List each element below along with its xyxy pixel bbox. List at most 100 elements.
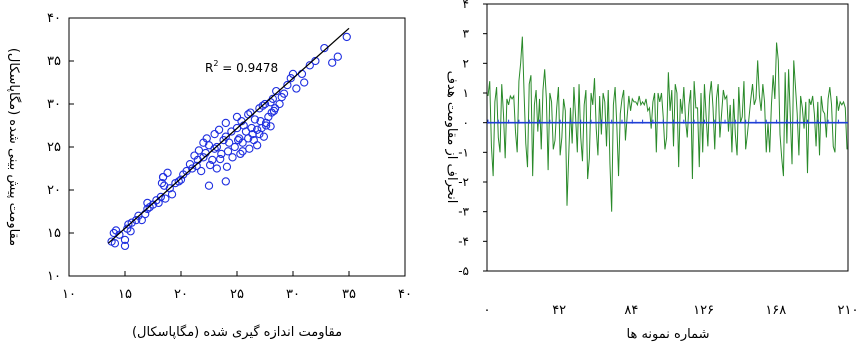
line-y-tick-label: -۵ [458,264,469,278]
scatter-point [297,69,307,79]
scatter-point [305,61,314,70]
scatter-chart: ۱۰ ۱۵ ۲۰ ۲۵ ۳۰ ۳۵ ۴۰ ۱۰ ۱۵ ۲۰ ۲۵ ۳۰ ۳۵ ۴۰ R2 = 0.947… [6,11,412,340]
line-x-axis: ۰ ۴۲ ۸۴ ۱۲۶ ۱۶۸ ۲۱۰ [484,303,859,318]
scatter-point [257,123,266,133]
scatter-x-tick-label: ۲۵ [230,287,244,302]
line-y-axis-label: انحراف از مقاومت هدف [444,71,459,204]
scatter-point [233,135,243,145]
scatter-point [286,74,295,83]
line-x-tick-label: ۲۱۰ [838,303,859,318]
line-y-tick-label: ۳ [463,27,470,41]
scatter-y-tick-label: ۲۵ [47,140,61,155]
scatter-point [197,166,206,176]
scatter-x-axis-label: مقاومت اندازه گیری شده (مگاپاسکال) [132,324,342,340]
scatter-y-axis-label: مقاومت پیش بینی شده (مگاپاسکال) [6,48,22,246]
scatter-point [272,86,281,96]
scatter-x-tick-label: ۴۰ [398,287,412,302]
deviation-series-line [487,36,848,212]
scatter-point [120,241,130,251]
line-y-tick-label: -۲ [458,175,469,189]
scatter-x-tick-label: ۱۰ [62,287,76,302]
regression-line [107,27,350,244]
line-x-axis-label: شماره نمونه ها [627,327,710,342]
scatter-point [247,123,256,133]
scatter-point [223,147,233,156]
line-y-tick-label: -۳ [458,205,469,219]
scatter-y-tick-label: ۳۵ [47,54,61,69]
line-y-axis: -۵ -۴ -۳ -۲ -۱ ۰ ۱ ۲ ۳ ۴ [458,0,487,278]
scatter-y-axis: ۱۰ ۱۵ ۲۰ ۲۵ ۳۰ ۳۵ ۴۰ [47,11,74,284]
scatter-point [192,161,201,171]
zero-line-markers [487,119,839,124]
scatter-plot-frame [68,17,406,277]
line-x-tick-label: ۱۶۸ [765,303,786,318]
scatter-point [238,147,247,156]
scatter-point [266,122,275,131]
scatter-point [110,239,120,248]
scatter-y-tick-label: ۴۰ [47,11,61,26]
scatter-point [143,198,152,208]
scatter-y-tick-label: ۲۰ [47,183,61,198]
scatter-point [279,89,289,98]
scatter-point [185,160,195,169]
scatter-point [238,138,247,147]
scatter-point [158,172,168,182]
scatter-point [270,104,280,113]
scatter-point [205,160,215,170]
scatter-point [333,52,342,61]
line-y-tick-label: -۱ [458,145,469,159]
deviation-line-chart: ۰ ۴۲ ۸۴ ۱۲۶ ۱۶۸ ۲۱۰ -۵ -۴ -۳ -۲ -۱ ۰ ۱ ۲ ۳ ۴ شماره نمو… [444,0,858,342]
scatter-point [328,58,337,67]
scatter-point [120,235,130,245]
scatter-point [221,177,230,186]
r-squared-annotation: R2 = 0.9478 [205,59,278,75]
scatter-y-tick-label: ۱۰ [47,269,61,284]
line-x-tick-label: ۱۲۶ [693,303,714,318]
scatter-point [127,218,136,227]
scatter-point [300,78,309,87]
scatter-y-tick-label: ۳۰ [47,97,61,112]
scatter-x-tick-label: ۲۰ [174,287,188,302]
scatter-point [174,177,183,186]
line-y-tick-label: -۴ [458,234,469,248]
scatter-y-tick-label: ۱۵ [47,226,61,241]
scatter-point [208,155,217,165]
line-plot-frame [486,3,849,272]
scatter-point [260,99,270,109]
scatter-point [216,154,225,164]
scatter-point [236,149,245,159]
scatter-point [320,43,329,53]
line-y-tick-label: ۲ [463,56,469,70]
scatter-point [115,230,124,239]
scatter-point [245,144,254,153]
scatter-point [214,125,224,134]
scatter-point [253,141,262,150]
scatter-point [250,115,260,124]
scatter-point [259,132,269,141]
scatter-point [212,142,221,152]
scatter-point [132,215,141,225]
line-x-tick-label: ۴۲ [552,303,566,318]
scatter-point [221,118,230,128]
scatter-point [156,192,165,202]
line-x-tick-label: ۰ [484,303,491,318]
scatter-point [283,80,292,90]
scatter-point [261,121,271,130]
scatter-point [167,190,177,199]
scatter-point [217,149,226,159]
line-y-tick-label: ۰ [463,116,469,130]
scatter-point [188,164,197,173]
scatter-point [244,134,253,143]
scatter-point [109,228,118,238]
scatter-x-tick-label: ۱۵ [118,287,132,302]
scatter-x-axis: ۱۰ ۱۵ ۲۰ ۲۵ ۳۰ ۳۵ ۴۰ [62,271,412,302]
scatter-point [157,178,167,188]
scatter-point [176,175,186,184]
scatter-point [199,153,208,162]
scatter-point [253,125,262,134]
scatter-point [225,138,234,147]
line-x-tick-label: ۸۴ [624,303,638,318]
scatter-point [210,144,219,153]
scatter-point [210,129,219,139]
